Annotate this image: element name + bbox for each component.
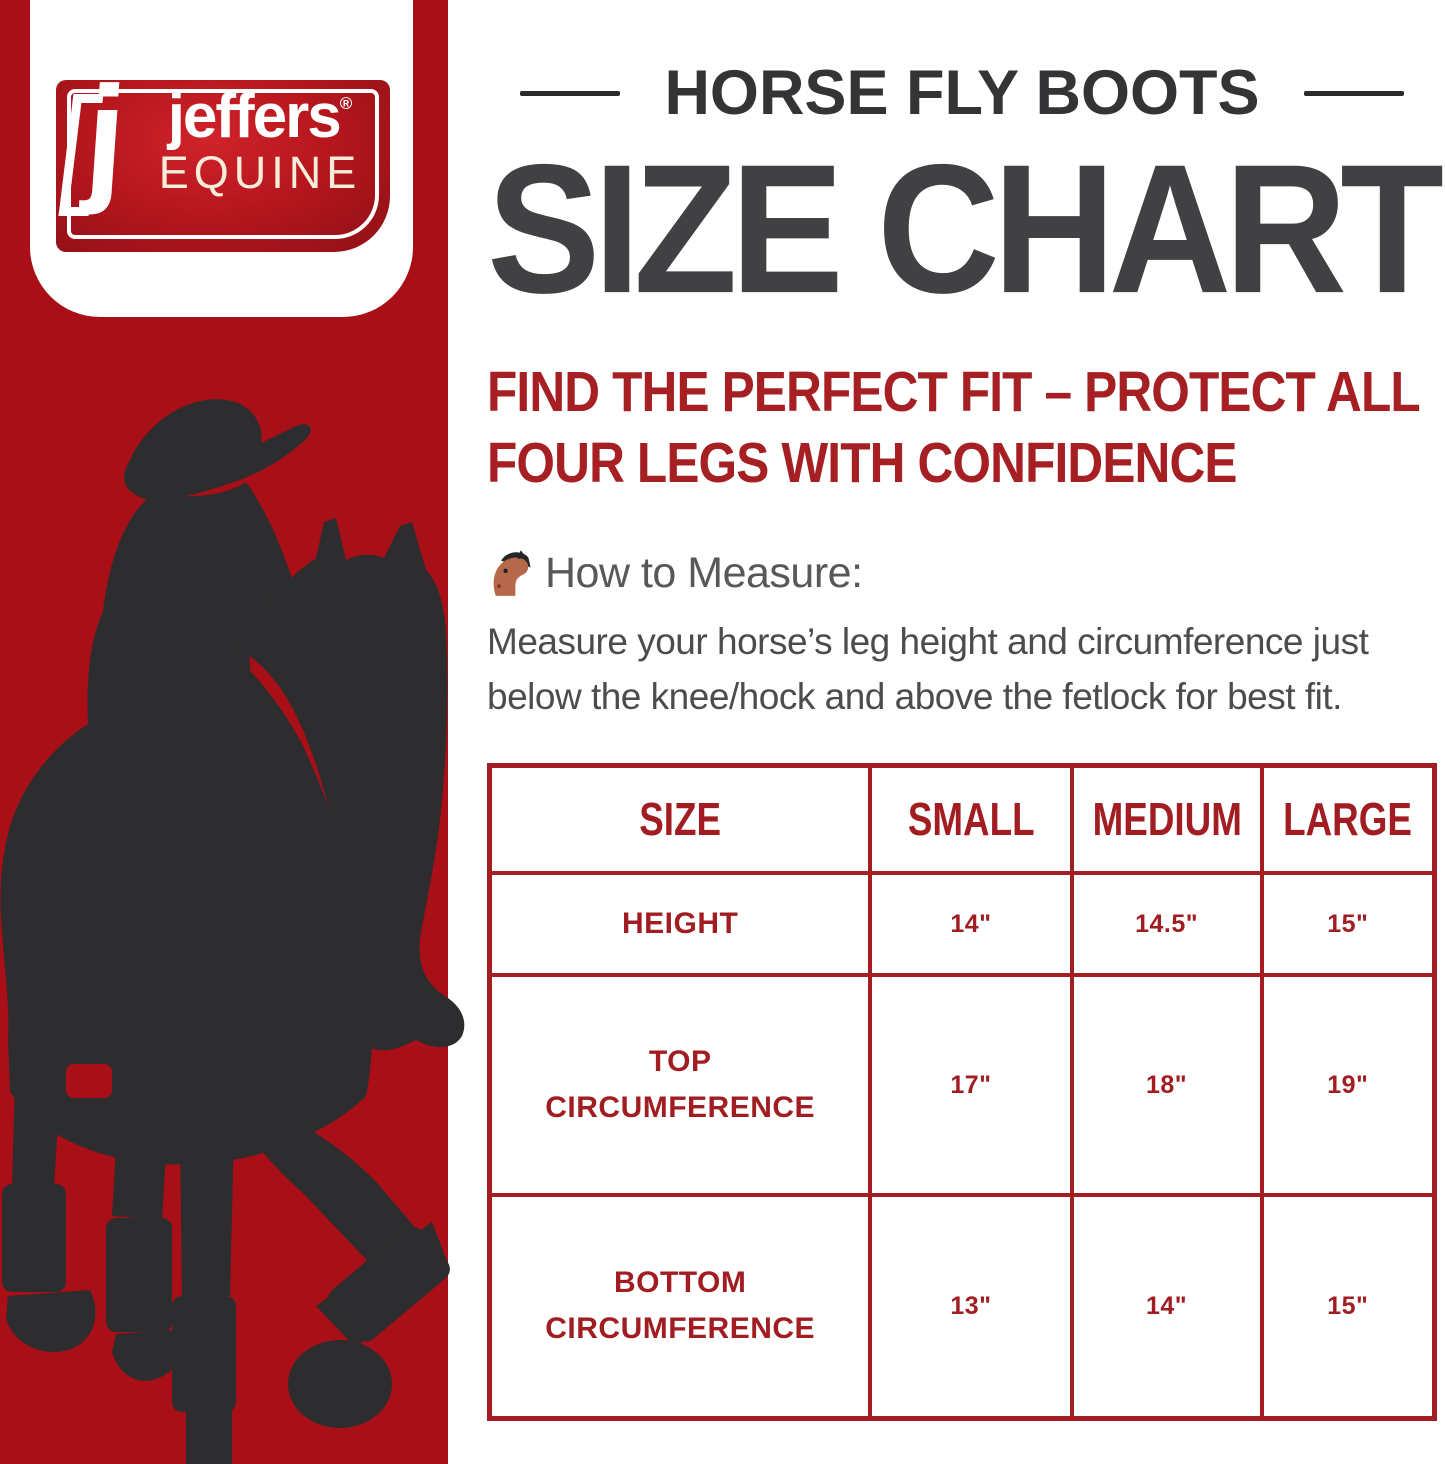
hoof-2 — [112, 1330, 181, 1381]
brand-name-secondary: EQUINE — [158, 147, 362, 198]
horse-body-shape — [0, 604, 373, 1165]
hoof-3 — [186, 1406, 232, 1464]
size-table: SIZE SMALL MEDIUM LARGE HEIGHT 14" 14.5"… — [487, 762, 1437, 1421]
cowboy-horse-silhouette-illustration — [0, 399, 465, 1464]
page-title: SIZE CHART — [487, 126, 1444, 333]
measure-instructions: Measure your horse’s leg height and circ… — [487, 620, 1369, 718]
fly-boot-3 — [172, 1296, 236, 1412]
row-label-height: HEIGHT — [487, 871, 873, 978]
cell-topcirc-large: 19" — [1259, 973, 1437, 1198]
cell-height-large: 15" — [1259, 871, 1437, 978]
brand-name-primary: jeffers® — [167, 82, 353, 151]
how-to-measure-heading: How to Measure: — [487, 549, 1437, 598]
logo-wordmark: jeffers® EQUINE — [150, 82, 370, 198]
cowboy-hat-shape — [124, 399, 311, 500]
hoof-1 — [6, 1290, 96, 1353]
table-row-height: HEIGHT 14" 14.5" 15" — [487, 871, 1437, 978]
subtitle: FIND THE PERFECT FIT – PROTECT ALL FOUR … — [487, 360, 1420, 495]
logo-frame — [67, 89, 379, 239]
fly-boot-4 — [328, 1226, 450, 1342]
brand-sidebar: j jeffers® EQUINE — [0, 0, 465, 1464]
cell-topcirc-medium: 18" — [1069, 973, 1264, 1198]
column-header-large: LARGE — [1259, 763, 1437, 876]
horse-head-shape — [236, 518, 465, 1051]
stirrup-gap — [66, 1064, 112, 1098]
registered-trademark: ® — [339, 94, 353, 113]
column-header-small: SMALL — [868, 763, 1074, 876]
row-label-top-circumference: TOP CIRCUMFERENCE — [487, 973, 873, 1198]
horse-leg-4-upper — [238, 1098, 424, 1276]
horse-leg-2 — [112, 1078, 170, 1220]
row-label-bottom-circumference: BOTTOM CIRCUMFERENCE — [487, 1193, 873, 1421]
cell-height-small: 14" — [868, 871, 1074, 978]
kicker-row: HORSE FLY BOOTS — [487, 54, 1437, 132]
column-header-size: SIZE — [487, 763, 873, 876]
horse-leg-1 — [12, 1046, 62, 1188]
table-row-bottom-circumference: BOTTOM CIRCUMFERENCE 13" 14" 15" — [487, 1193, 1437, 1421]
horse-head-icon — [493, 550, 531, 596]
fly-boot-2 — [106, 1218, 172, 1332]
horse-leg-3 — [180, 1128, 234, 1300]
column-header-medium: MEDIUM — [1069, 763, 1264, 876]
cell-topcirc-small: 17" — [868, 973, 1074, 1198]
cell-height-medium: 14.5" — [1069, 871, 1264, 978]
brand-logo-card: j jeffers® EQUINE — [30, 0, 413, 317]
product-name: HORSE FLY BOOTS — [664, 57, 1260, 128]
left-dash — [520, 90, 621, 96]
cell-bottomcirc-medium: 14" — [1069, 1193, 1264, 1421]
right-dash — [1303, 90, 1404, 96]
hoof-4 — [288, 1340, 392, 1428]
how-to-measure-label: How to Measure: — [545, 548, 863, 597]
cell-bottomcirc-small: 13" — [868, 1193, 1074, 1421]
jeffers-logo: j jeffers® EQUINE — [56, 57, 390, 252]
cell-bottomcirc-large: 15" — [1259, 1193, 1437, 1421]
fly-boot-1 — [2, 1184, 66, 1292]
table-header-row: SIZE SMALL MEDIUM LARGE — [487, 763, 1437, 876]
content-area: HORSE FLY BOOTS SIZE CHART FIND THE PERF… — [487, 0, 1444, 1421]
table-row-top-circumference: TOP CIRCUMFERENCE 17" 18" 19" — [487, 973, 1437, 1198]
